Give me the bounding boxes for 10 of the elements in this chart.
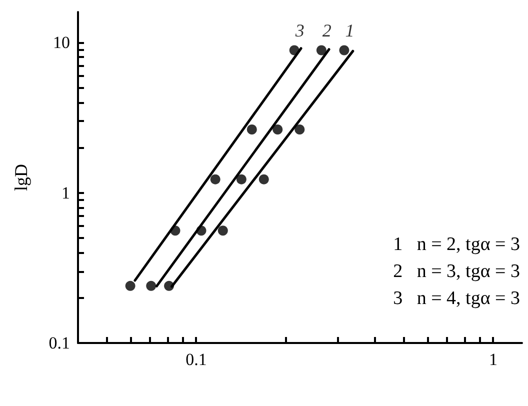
annotation: 3 n = 4, tgα = 3 (393, 288, 520, 309)
series-label: 2 (322, 20, 332, 40)
series-label: 3 (294, 20, 304, 40)
annotation: 1 n = 2, tgα = 3 (393, 234, 520, 255)
y-axis-title: lgD (11, 164, 31, 191)
y-tick-label: 1 (62, 183, 70, 202)
annotation: 2 n = 3, tgα = 3 (393, 261, 520, 282)
series-label: 1 (345, 20, 354, 40)
y-tick-label: 0.1 (48, 334, 70, 352)
y-tick-label: 10 (53, 33, 70, 52)
